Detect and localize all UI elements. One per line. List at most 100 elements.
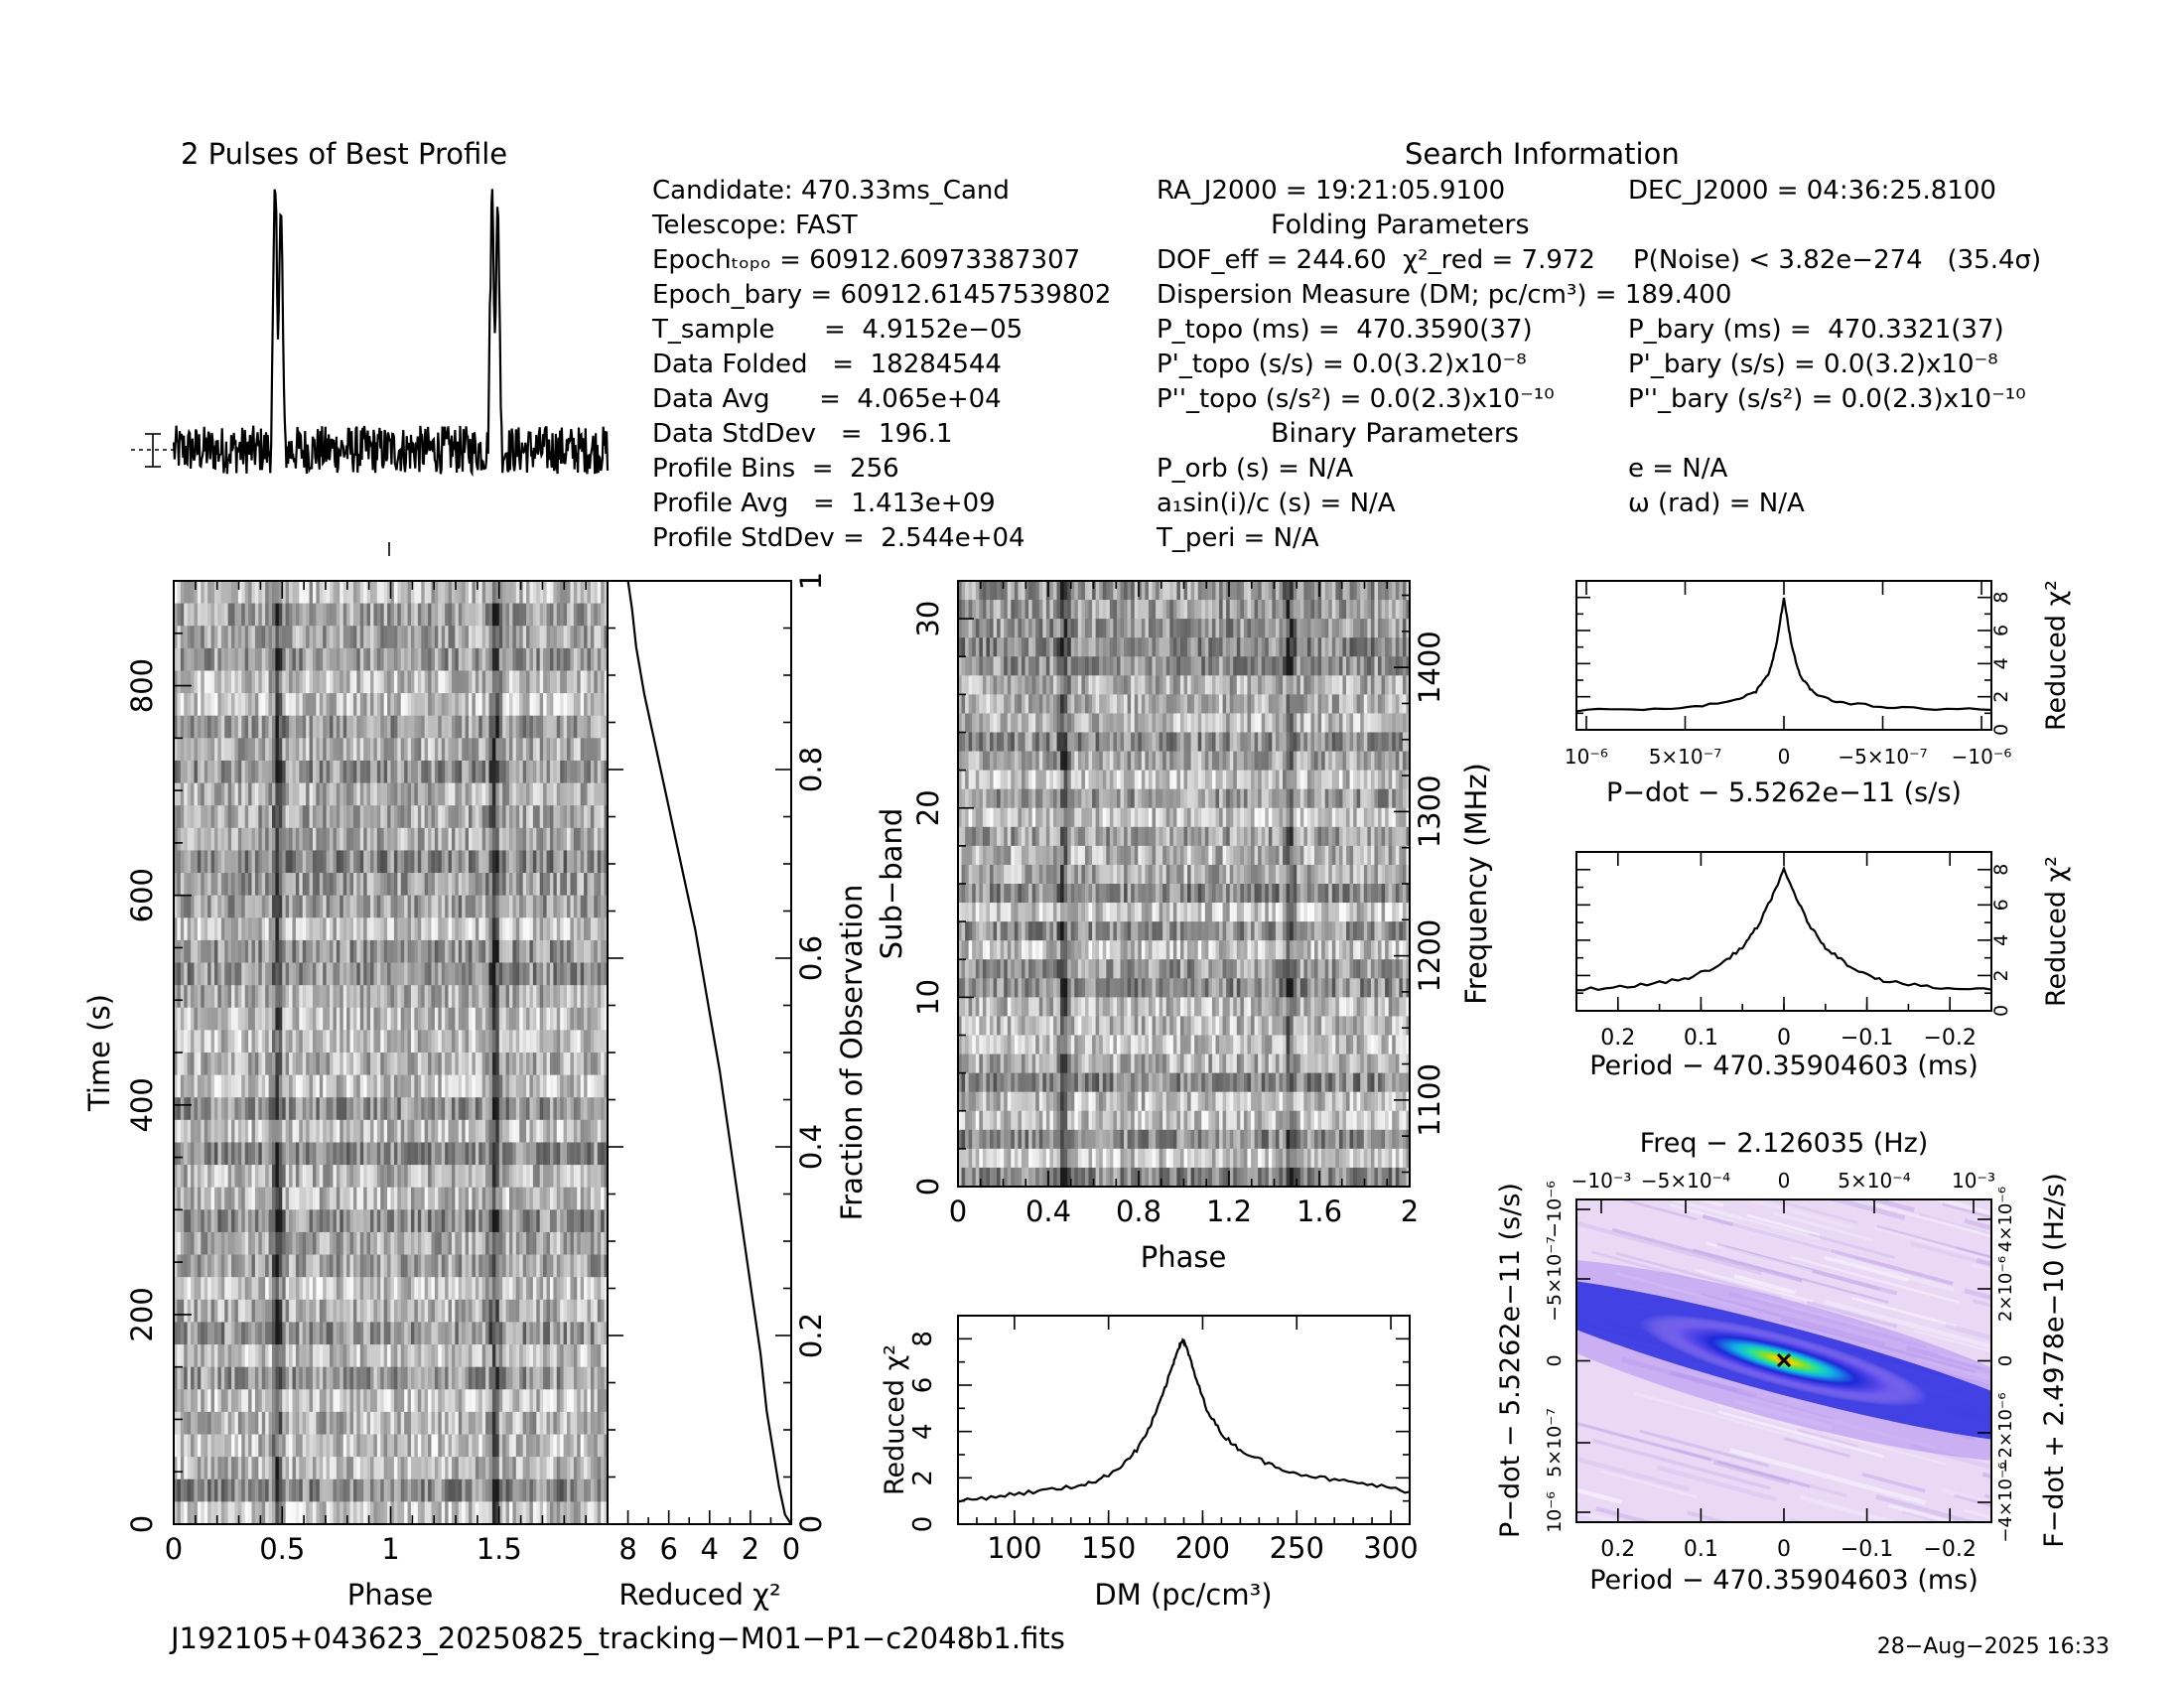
tick-label: 8 [1990, 592, 2012, 604]
tick-label: 0 [1777, 1026, 1791, 1051]
tick-label: 0.8 [794, 747, 828, 792]
tick-label: 0.1 [1684, 1537, 1718, 1562]
p-pdot-streak [1687, 1510, 1730, 1522]
tick-label: −0.2 [1923, 1537, 1976, 1562]
p-pdot-streak [1705, 1241, 1813, 1274]
p-pdot-streak [1773, 1211, 1874, 1242]
p-pdot-streak [1871, 1202, 1991, 1238]
info-candidate: Candidate: 470.33ms_Cand [652, 176, 1010, 206]
time-phase-heatmap [174, 581, 609, 1525]
tick-label: 0 [1778, 1169, 1791, 1193]
tick-label: 150 [1081, 1531, 1136, 1565]
p-pdot-streak [1693, 1248, 1889, 1304]
p-pdot-streak [1850, 1296, 1958, 1328]
info-profile-stddev: Profile StdDev = 2.544e+04 [652, 523, 1025, 553]
p-pdot-streak [1702, 1214, 1831, 1253]
p-pdot-streak [1910, 1241, 1991, 1268]
info-p-orb: P_orb (s) = N/A [1157, 454, 1353, 484]
info-dm: Dispersion Measure (DM; pc/cm³) = 189.40… [1157, 280, 1731, 310]
p-pdot-streak [1861, 1472, 1926, 1493]
tick-label: 1 [381, 1532, 399, 1566]
tick-label: 4×10⁻⁶ [1995, 1187, 2016, 1252]
binary-params-title: Binary Parameters [1271, 418, 1519, 449]
p-pdot-streak [1876, 1224, 1991, 1259]
p-pdot-streak [1617, 1199, 1698, 1221]
tick-label: 800 [125, 658, 159, 713]
tick-label: 1100 [1413, 1063, 1446, 1137]
p-pdot-streak [1824, 1299, 1991, 1349]
tick-label: 1.2 [1206, 1195, 1252, 1228]
p-pdot-streak [1576, 1220, 1762, 1276]
tick-label: 6 [1990, 625, 2012, 636]
p-pdot-streak [1945, 1323, 1991, 1340]
tick-label: −10⁻³ [1571, 1169, 1632, 1193]
info-data-stddev: Data StdDev = 196.1 [652, 419, 953, 449]
info-ra: RA_J2000 = 19:21:05.9100 [1157, 176, 1505, 206]
tick-label: 2 [908, 1470, 938, 1486]
info-pddot-topo: P''_topo (s/s²) = 0.0(2.3)x10⁻¹⁰ [1157, 384, 1555, 414]
info-omega: ω (rad) = N/A [1628, 489, 1805, 518]
p-pdot-streak [1716, 1242, 1898, 1296]
p-pdot-streak [1746, 1213, 1821, 1236]
p-pdot-streak [1875, 1494, 1980, 1522]
plot-date: 28−Aug−2025 16:33 [1877, 1634, 2110, 1659]
tick-label: 0.1 [1684, 1026, 1718, 1051]
period-chi-panel: 0.2 0.1 0 −0.1 −0.2 0 2 4 6 8 Reduced χ² Period −… [1575, 851, 2072, 1081]
period-chi-ylabel: Reduced χ² [2041, 856, 2072, 1007]
p-pdot-streak [1807, 1232, 1895, 1259]
p-pdot-panel: 0.2 0.1 0 −0.1 −0.2 −10⁻³ −5×10⁻⁴ 0 5×10⁻⁴ 10⁻³ 10… [1495, 1128, 2175, 1596]
tick-label: −0.2 [1923, 1026, 1976, 1051]
tick-label: 0 [949, 1195, 967, 1228]
tick-label: 0 [1778, 745, 1791, 769]
subband-heatmap [958, 581, 1411, 1188]
p-pdot-streak [1600, 1470, 1698, 1498]
p-pdot-streak [1999, 1234, 2175, 1282]
fraction-chi-panel: 8 6 4 2 000.20.40.60.81 Fraction of Observat… [607, 572, 869, 1612]
tick-label: 4 [1990, 657, 2012, 669]
tick-label: −5×10⁻⁷ [1838, 745, 1927, 769]
p-pdot-streak [1806, 1300, 1898, 1329]
tick-label: 400 [125, 1077, 159, 1132]
dm-chi-ylabel: Reduced χ² [880, 1344, 910, 1495]
tick-label: 0 [794, 1515, 828, 1533]
info-a1sini: a₁sin(i)/c (s) = N/A [1157, 489, 1396, 518]
p-pdot-streak [1873, 1226, 1991, 1262]
p-pdot-streak [1576, 1456, 1691, 1492]
info-profile-avg: Profile Avg = 1.413e+09 [652, 489, 996, 518]
info-data-avg: Data Avg = 4.065e+04 [652, 384, 1002, 414]
p-pdot-streak [1576, 1421, 1712, 1462]
pdot-axis-label: P−dot − 5.5262e−11 (s/s) [1606, 777, 1962, 808]
info-ecc: e = N/A [1628, 454, 1728, 484]
tick-label: −2×10⁻⁶ [1995, 1392, 2016, 1473]
tick-label: 1400 [1413, 631, 1446, 704]
p-pdot-streak [1679, 1199, 1821, 1241]
p-pdot-streak [1716, 1460, 1811, 1488]
dm-axis-label: DM (pc/cm³) [1094, 1578, 1272, 1612]
best-fit-marker [1776, 1352, 1792, 1368]
p-pdot-streak [1964, 1288, 1991, 1301]
p-pdot-streak [1765, 1199, 1858, 1224]
tick-label: 8 [618, 1532, 636, 1566]
p-pdot-streak [1918, 1212, 1991, 1235]
p-pdot-streak [1797, 1429, 1859, 1448]
reduced-chi-label-bottom: Reduced χ² [618, 1578, 780, 1612]
tick-label: 0.2 [1600, 1537, 1635, 1562]
p-pdot-streak [1731, 1221, 1856, 1260]
tick-label: 4 [908, 1423, 938, 1440]
fraction-axis-label: Fraction of Observation [835, 885, 869, 1221]
tick-label: 0 [1777, 1537, 1791, 1562]
tick-label: 1.5 [477, 1532, 522, 1566]
tick-label: 200 [125, 1287, 159, 1341]
tick-label: 0.4 [794, 1124, 828, 1170]
tick-label: −0.1 [1841, 1537, 1893, 1562]
tick-label: 0.6 [794, 935, 828, 981]
info-pdot-topo: P'_topo (s/s) = 0.0(3.2)x10⁻⁸ [1157, 350, 1527, 379]
fraction-chi-curve [626, 580, 792, 1525]
time-phase-panel: 0 0.5 1 1.5 0 200 400 600 800 Time (s) Phase [82, 580, 609, 1612]
info-data-folded: Data Folded = 18284544 [652, 350, 1002, 379]
p-pdot-streak [1902, 1509, 1950, 1522]
info-pddot-bary: P''_bary (s/s²) = 0.0(2.3)x10⁻¹⁰ [1628, 384, 2026, 414]
tick-label: −0.1 [1841, 1026, 1893, 1051]
p-pdot-streak [1656, 1465, 1777, 1502]
